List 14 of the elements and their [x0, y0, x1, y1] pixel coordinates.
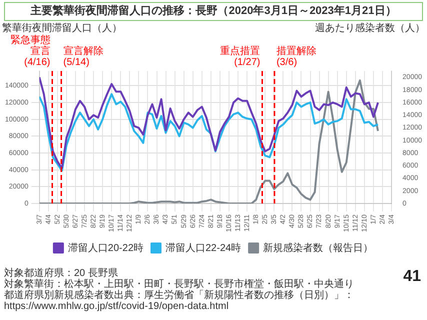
- ref-line-label: 緊急事態宣言 (4/16): [10, 34, 50, 68]
- ref-line-label: 重点措置 (1/27): [220, 44, 260, 68]
- y-axis-title: 繁華街夜間滞留人口（人）: [2, 22, 122, 34]
- legend-label: 滞留人口22-24時: [166, 242, 242, 254]
- text: 対象都道府県：20 長野県: [4, 268, 119, 279]
- y2-axis-title: 週あたり感染者数（人）: [315, 22, 425, 34]
- text: 都道府県別新規感染者数出典：厚生労働省「新規陽性者数の推移（日別）」：https://www.mhlw.go.jp/stf/covid-19/open-data.html: [4, 290, 355, 312]
- chart-title: 主要繁華街夜間滞留人口の推移：長野（2020年3月1日～2023年1月21日）: [4, 2, 423, 21]
- text: 41: [403, 268, 421, 286]
- legend-label: 滞留人口20-22時: [68, 242, 144, 254]
- text: 対象繁華街：松本駅・上田駅・田町・長野駅・長野市権堂・飯田駅・中央通り: [4, 279, 355, 290]
- ref-line-label: 措置解除 (3/6): [276, 44, 316, 68]
- ref-line-label: 宣言解除 (5/14): [63, 44, 104, 68]
- legend-label: 新規感染者数（報告日）: [263, 242, 374, 254]
